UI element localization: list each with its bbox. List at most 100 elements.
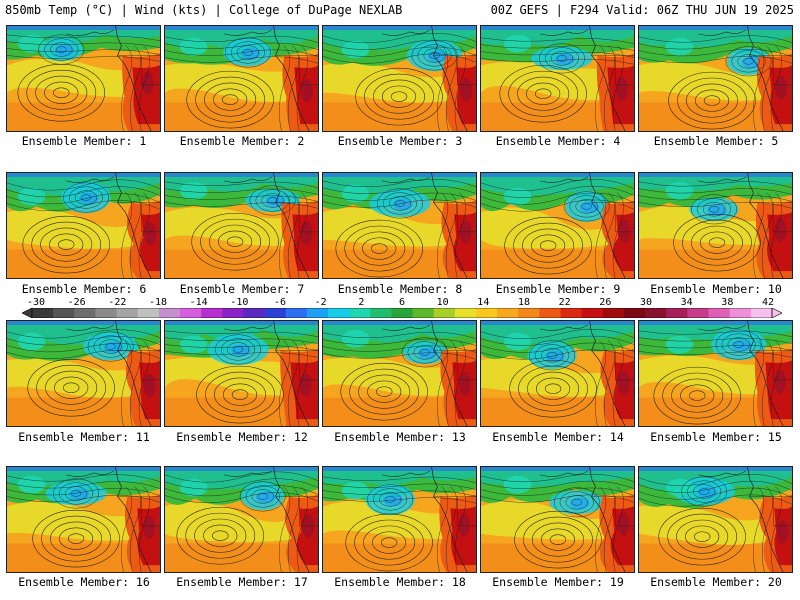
temperature-wind-map: [165, 321, 318, 426]
colorbar-swatch: [137, 308, 160, 318]
ensemble-map-panel: [164, 320, 319, 427]
ensemble-map-panel: [322, 25, 477, 132]
ensemble-member-label: Ensemble Member: 15: [650, 430, 782, 444]
colorbar-swatch: [306, 308, 329, 318]
ensemble-member-label: Ensemble Member: 1: [21, 134, 147, 148]
colorbar-swatch: [285, 308, 308, 318]
ensemble-member-label: Ensemble Member: 6: [21, 282, 147, 296]
colorbar-tick-label: -26: [67, 297, 86, 308]
temperature-wind-map: [481, 173, 634, 278]
ensemble-member-label: Ensemble Member: 14: [492, 430, 624, 444]
colorbar-tick-label: 42: [761, 297, 775, 308]
colorbar-swatch: [32, 308, 54, 318]
ensemble-member-label: Ensemble Member: 20: [650, 575, 782, 589]
ensemble-member-label: Ensemble Member: 17: [176, 575, 308, 589]
colorbar-tick-labels: -30 -26 -22 -18 -14 -10 -6 -2 2 6 10 14 18 22 26 30 34 38…: [22, 298, 782, 308]
temperature-wind-map: [7, 26, 160, 131]
ensemble-member-label: Ensemble Member: 12: [176, 430, 308, 444]
ensemble-map-panel: [480, 25, 635, 132]
ensemble-map-panel: [322, 466, 477, 573]
colorbar-swatch: [645, 308, 667, 318]
colorbar-swatch: [624, 308, 646, 318]
header-left: 850mb Temp (°C) | Wind (kts) | College o…: [5, 3, 403, 17]
colorbar-swatch: [750, 308, 773, 318]
colorbar-tick-label: -6: [273, 297, 287, 308]
colorbar-swatch: [74, 308, 96, 318]
temperature-colorbar: -30 -26 -22 -18 -14 -10 -6 -2 2 6 10 14 18 22 26 30 34 38…: [22, 298, 782, 320]
colorbar-tick-label: 22: [558, 297, 571, 308]
ensemble-member-label: Ensemble Member: 7: [179, 282, 305, 296]
colorbar-strip: [22, 308, 782, 318]
colorbar-left-arrow: [22, 308, 33, 318]
colorbar-swatch: [412, 308, 435, 318]
ensemble-map-panel: [638, 466, 793, 573]
colorbar-swatch: [602, 308, 625, 318]
temperature-wind-map: [323, 321, 476, 426]
ensemble-map-panel: [480, 320, 635, 427]
temperature-wind-map: [165, 467, 318, 572]
temperature-wind-map: [165, 173, 318, 278]
temperature-wind-map: [639, 467, 792, 572]
ensemble-map-panel: [6, 466, 161, 573]
ensemble-map-panel: [6, 25, 161, 132]
colorbar-tick-label: -10: [230, 297, 249, 308]
temperature-wind-map: [323, 173, 476, 278]
colorbar-tick-label: 34: [680, 297, 693, 308]
ensemble-map-panel: [638, 25, 793, 132]
ensemble-map-panel: [322, 172, 477, 279]
ensemble-member-label: Ensemble Member: 2: [179, 134, 305, 148]
colorbar-tick-label: 10: [436, 297, 449, 308]
colorbar-swatch: [222, 308, 244, 318]
ensemble-member-label: Ensemble Member: 9: [495, 282, 621, 296]
ensemble-member-label: Ensemble Member: 18: [334, 575, 466, 589]
colorbar-swatch: [497, 308, 519, 318]
colorbar-swatch: [433, 308, 456, 318]
colorbar-swatch: [687, 308, 710, 318]
colorbar-swatch: [95, 308, 118, 318]
colorbar-swatch: [328, 308, 350, 318]
ensemble-member-label: Ensemble Member: 19: [492, 575, 624, 589]
colorbar-swatch: [708, 308, 731, 318]
colorbar-swatch: [370, 308, 392, 318]
colorbar-tick-label: -22: [108, 297, 127, 308]
colorbar-tick-label: 2: [358, 297, 365, 308]
colorbar-tick-label: -30: [26, 297, 46, 308]
ensemble-map-panel: [638, 172, 793, 279]
ensemble-map-panel: [638, 320, 793, 427]
temperature-wind-map: [7, 321, 160, 426]
colorbar-tick-label: -14: [189, 297, 208, 308]
colorbar-tick-label: 6: [398, 297, 406, 308]
temperature-wind-map: [165, 26, 318, 131]
ensemble-map-panel: [164, 25, 319, 132]
temperature-wind-map: [323, 26, 476, 131]
ensemble-member-label: Ensemble Member: 11: [18, 430, 150, 444]
ensemble-member-label: Ensemble Member: 4: [495, 134, 621, 148]
colorbar-swatch: [158, 308, 181, 318]
ensemble-member-label: Ensemble Member: 10: [650, 282, 782, 296]
colorbar-tick-label: 18: [517, 297, 531, 308]
temperature-wind-map: [323, 467, 476, 572]
colorbar-swatch: [729, 308, 752, 318]
colorbar-right-arrow: [771, 308, 782, 318]
colorbar-tick-label: -18: [148, 297, 168, 308]
temperature-wind-map: [639, 173, 792, 278]
temperature-wind-map: [7, 173, 160, 278]
ensemble-map-panel: [480, 466, 635, 573]
temperature-wind-map: [481, 321, 634, 426]
temperature-wind-map: [639, 321, 792, 426]
colorbar-swatch: [518, 308, 540, 318]
colorbar-swatch: [560, 308, 583, 318]
ensemble-member-label: Ensemble Member: 3: [337, 134, 463, 148]
temperature-wind-map: [7, 467, 160, 572]
temperature-wind-map: [639, 26, 792, 131]
ensemble-member-label: Ensemble Member: 5: [653, 134, 779, 148]
colorbar-swatch: [349, 308, 371, 318]
colorbar-swatch: [201, 308, 223, 318]
ensemble-map-panel: [164, 172, 319, 279]
ensemble-member-label: Ensemble Member: 16: [18, 575, 150, 589]
colorbar-swatch: [454, 308, 477, 318]
ensemble-member-label: Ensemble Member: 8: [337, 282, 463, 296]
colorbar-swatch: [116, 308, 139, 318]
colorbar-swatch: [53, 308, 75, 318]
colorbar-swatch: [476, 308, 498, 318]
